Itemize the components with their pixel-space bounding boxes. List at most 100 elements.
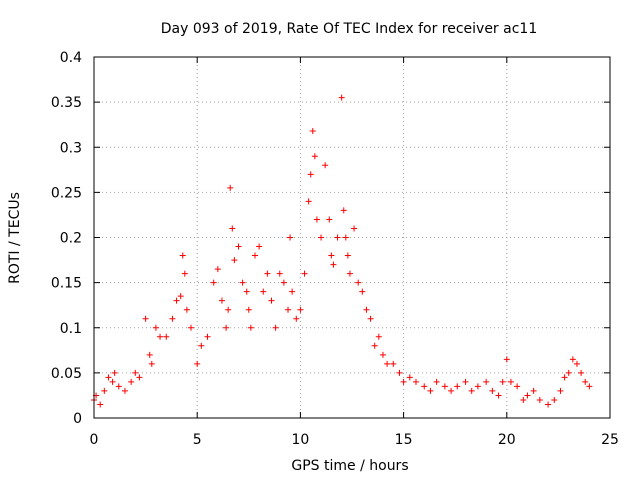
data-point xyxy=(322,162,329,169)
data-point xyxy=(375,333,382,340)
data-point xyxy=(231,257,238,264)
data-point xyxy=(536,396,543,403)
data-point xyxy=(198,342,205,349)
x-tick-label: 25 xyxy=(601,432,619,448)
data-point xyxy=(301,270,308,277)
data-point xyxy=(524,392,531,399)
data-point xyxy=(507,378,514,385)
data-point xyxy=(177,293,184,300)
data-point xyxy=(390,360,397,367)
data-point xyxy=(121,387,128,394)
data-point xyxy=(188,324,195,331)
data-point xyxy=(132,369,139,376)
y-tick-label: 0.1 xyxy=(60,321,82,337)
data-point xyxy=(280,279,287,286)
data-point xyxy=(503,356,510,363)
data-point xyxy=(454,383,461,390)
data-point xyxy=(318,234,325,241)
data-point xyxy=(433,378,440,385)
data-point xyxy=(326,216,333,223)
data-point xyxy=(351,225,358,232)
y-tick-label: 0.15 xyxy=(51,276,82,292)
y-tick-label: 0.2 xyxy=(60,231,82,247)
data-point xyxy=(169,315,176,322)
data-point xyxy=(148,360,155,367)
data-point xyxy=(163,333,170,340)
data-point xyxy=(243,288,250,295)
data-point xyxy=(251,252,258,259)
data-point xyxy=(101,387,108,394)
data-point xyxy=(293,315,300,322)
y-tick-label: 0.3 xyxy=(60,140,82,156)
data-point xyxy=(152,324,159,331)
data-point xyxy=(276,270,283,277)
data-point xyxy=(514,383,521,390)
data-point xyxy=(214,266,221,273)
data-point xyxy=(573,360,580,367)
data-point xyxy=(400,378,407,385)
data-point xyxy=(421,383,428,390)
data-point xyxy=(272,324,279,331)
data-point xyxy=(483,378,490,385)
data-point xyxy=(210,279,217,286)
grid-lines xyxy=(94,57,610,418)
data-point xyxy=(406,374,413,381)
data-point xyxy=(264,270,271,277)
data-point xyxy=(582,378,589,385)
data-point xyxy=(545,401,552,408)
data-point xyxy=(489,387,496,394)
data-point xyxy=(427,387,434,394)
y-tick-label: 0.35 xyxy=(51,95,82,111)
y-tick-label: 0.25 xyxy=(51,185,82,201)
data-point xyxy=(136,374,143,381)
data-point xyxy=(520,396,527,403)
data-point xyxy=(260,288,267,295)
data-point xyxy=(245,306,252,313)
data-point xyxy=(328,252,335,259)
data-point xyxy=(289,288,296,295)
data-point xyxy=(218,297,225,304)
data-point xyxy=(225,306,232,313)
data-point xyxy=(367,315,374,322)
data-point xyxy=(239,279,246,286)
data-point xyxy=(313,216,320,223)
data-point xyxy=(157,333,164,340)
data-point xyxy=(499,378,506,385)
data-point xyxy=(297,306,304,313)
data-point xyxy=(530,387,537,394)
data-point xyxy=(396,369,403,376)
data-point xyxy=(142,315,149,322)
data-point xyxy=(179,252,186,259)
data-point xyxy=(474,383,481,390)
data-point xyxy=(468,387,475,394)
data-point xyxy=(115,383,122,390)
data-point xyxy=(223,324,230,331)
x-tick-label: 10 xyxy=(291,432,309,448)
data-point xyxy=(268,297,275,304)
data-point xyxy=(412,378,419,385)
data-point xyxy=(229,225,236,232)
data-point xyxy=(551,396,558,403)
y-tick-label: 0 xyxy=(73,411,82,427)
data-point xyxy=(344,252,351,259)
data-point xyxy=(194,360,201,367)
data-point xyxy=(311,153,318,160)
x-tick-label: 0 xyxy=(90,432,99,448)
data-point xyxy=(338,94,345,101)
data-point xyxy=(307,171,314,178)
data-point xyxy=(342,234,349,241)
data-point xyxy=(441,383,448,390)
data-point xyxy=(97,401,104,408)
data-point xyxy=(340,207,347,214)
y-axis-label: ROTI / TECUs xyxy=(7,192,23,284)
x-tick-label: 15 xyxy=(395,432,413,448)
data-point xyxy=(561,374,568,381)
data-point xyxy=(111,369,118,376)
data-point xyxy=(371,342,378,349)
data-point xyxy=(379,351,386,358)
data-point xyxy=(256,243,263,250)
x-tick-label: 20 xyxy=(498,432,516,448)
data-point xyxy=(578,369,585,376)
data-point xyxy=(285,306,292,313)
